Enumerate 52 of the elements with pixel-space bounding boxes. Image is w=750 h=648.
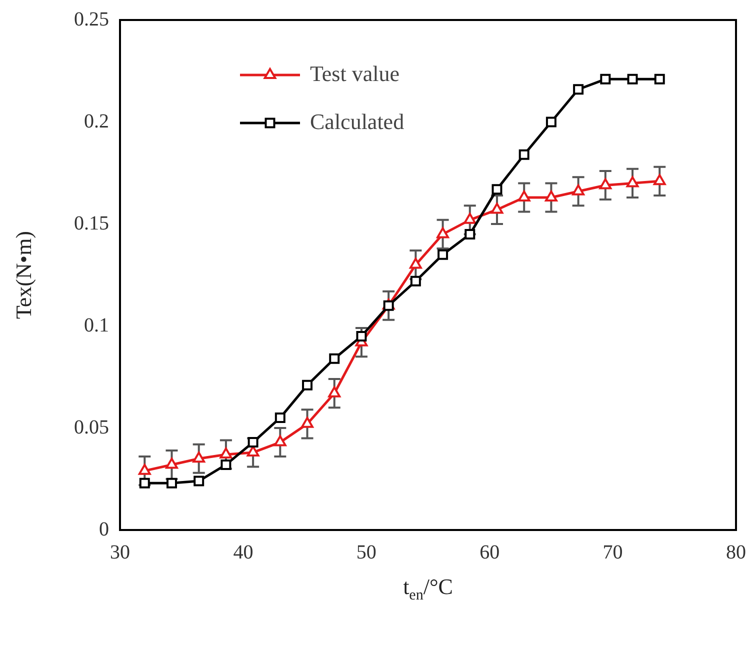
point <box>329 353 340 364</box>
point <box>572 184 584 196</box>
point <box>274 412 286 424</box>
point <box>492 184 502 195</box>
point <box>545 190 558 202</box>
y-tick-label: 0.2 <box>84 110 109 132</box>
point <box>599 178 612 190</box>
x-tick-label: 30 <box>110 541 130 564</box>
y-tick-label: 0.25 <box>74 8 109 30</box>
legend-label: Test value <box>310 60 400 86</box>
point <box>274 435 286 446</box>
point <box>464 228 476 240</box>
point <box>653 174 666 186</box>
x-tick-label: 60 <box>480 541 500 564</box>
point <box>626 176 639 188</box>
point <box>518 190 530 202</box>
x-tick-label: 70 <box>602 541 623 564</box>
point <box>627 74 638 84</box>
point <box>220 448 232 459</box>
point <box>302 380 313 390</box>
point <box>138 464 151 475</box>
point <box>410 276 421 286</box>
point <box>139 478 150 488</box>
point <box>328 386 341 398</box>
point <box>438 249 448 260</box>
point <box>546 116 556 128</box>
point <box>436 227 449 238</box>
y-axis-title: Tex(N•m) <box>10 230 36 320</box>
y-tick-label: 0.1 <box>84 314 109 336</box>
y-tick-label: 0 <box>99 518 109 540</box>
point <box>409 258 422 269</box>
point <box>383 300 394 311</box>
point <box>356 330 367 342</box>
point <box>166 458 178 469</box>
point <box>600 74 611 84</box>
point <box>518 149 530 160</box>
point <box>166 478 177 488</box>
point <box>573 84 584 95</box>
point <box>654 74 665 84</box>
point <box>301 416 314 428</box>
point <box>248 437 258 448</box>
point <box>490 202 504 214</box>
point <box>194 476 204 486</box>
x-tick-label: 40 <box>233 541 254 564</box>
point <box>464 212 476 224</box>
y-tick-label: 0.15 <box>74 212 109 234</box>
legend-label: Calculated <box>310 108 404 134</box>
x-tick-label: 80 <box>726 541 746 564</box>
x-tick-label: 50 <box>356 541 376 564</box>
point <box>220 459 232 470</box>
point <box>192 452 206 463</box>
y-tick-label: 0.05 <box>74 416 109 438</box>
